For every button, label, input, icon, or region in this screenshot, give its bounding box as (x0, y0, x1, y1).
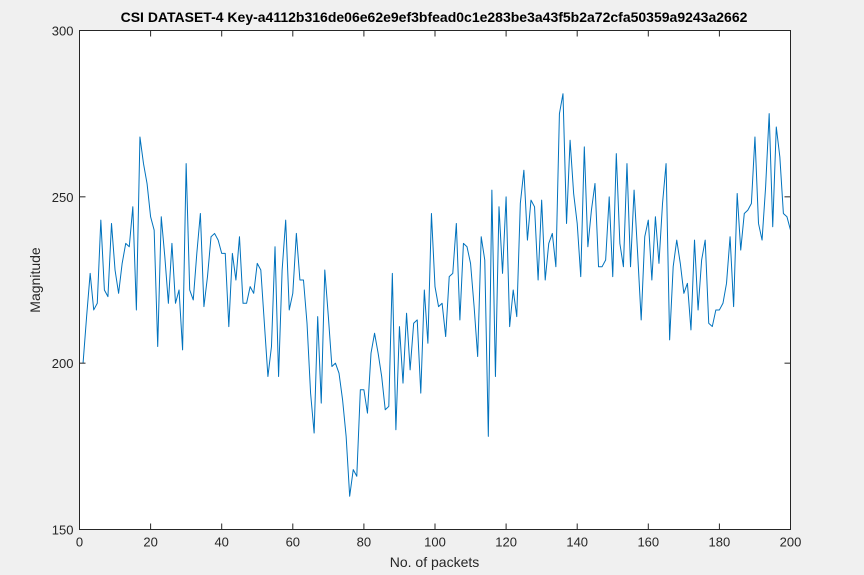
y-axis-label: Magnitude (27, 247, 43, 313)
x-tick-label: 140 (566, 535, 588, 550)
x-tick-label: 40 (214, 535, 228, 550)
x-tick-label: 200 (780, 535, 802, 550)
ticks-layer: 0 20 40 60 80 100 120 140 160 180 200 150 200 250 300 (52, 24, 802, 550)
x-tick-label: 180 (709, 535, 731, 550)
x-tick-label: 0 (76, 535, 83, 550)
x-axis-label: No. of packets (390, 554, 480, 570)
y-tick-label: 150 (52, 523, 74, 538)
x-tick-label: 20 (143, 535, 157, 550)
series-line (82, 93, 791, 497)
y-tick-label: 250 (52, 190, 74, 205)
chart-title: CSI DATASET-4 Key-a4112b316de06e62e9ef3b… (121, 9, 748, 25)
x-tick-label: 100 (424, 535, 446, 550)
axes-box (79, 30, 791, 530)
series-layer (82, 93, 791, 497)
x-tick-label: 60 (286, 535, 300, 550)
x-tick-label: 80 (357, 535, 371, 550)
y-tick-label: 200 (52, 356, 74, 371)
x-tick-label: 160 (637, 535, 659, 550)
y-tick-label: 300 (52, 24, 74, 39)
x-tick-label: 120 (495, 535, 517, 550)
